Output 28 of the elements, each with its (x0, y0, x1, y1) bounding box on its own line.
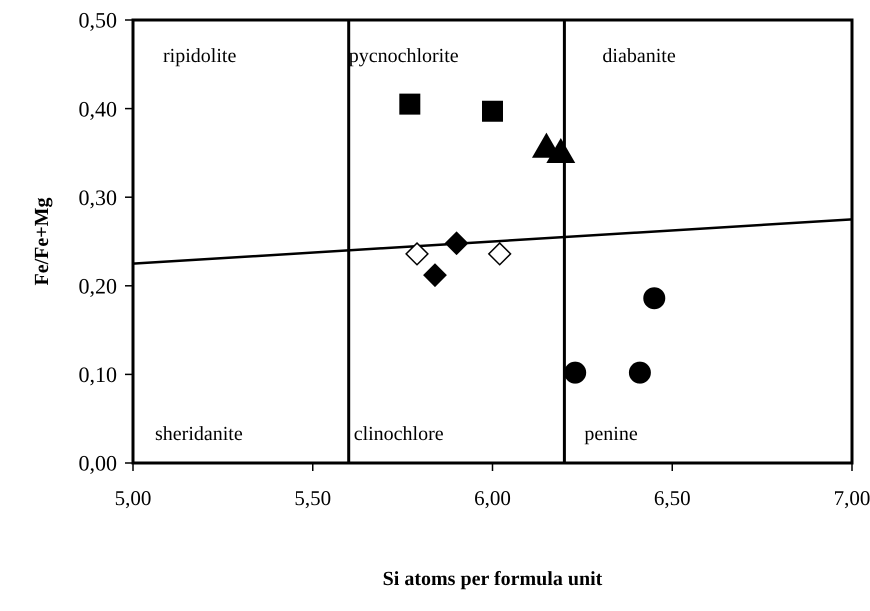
point (628, 362, 651, 384)
y-tick-label: 0,10 (78, 362, 117, 388)
x-tick-label: 5,00 (114, 486, 152, 510)
y-tick-label: 0,40 (78, 96, 117, 122)
point (423, 264, 447, 287)
x-tick-label: 5,50 (294, 486, 332, 510)
y-tick-label: 0,50 (78, 8, 117, 33)
y-tick-label: 0,20 (78, 274, 117, 298)
annotation: clinochlore (354, 423, 444, 445)
y-tick-label: 0,00 (78, 450, 117, 476)
point (399, 94, 420, 115)
annotation: ripidolite (163, 45, 236, 67)
point (444, 232, 468, 255)
annotation: diabanite (602, 45, 676, 67)
y-axis-title: Fe/Fe+Mg (31, 197, 53, 286)
point (405, 242, 429, 266)
annotation: sheridanite (155, 423, 243, 445)
point (482, 100, 503, 122)
x-axis-title: Si atoms per formula unit (382, 568, 603, 590)
x-tick-label: 6,50 (654, 486, 691, 510)
point (488, 242, 512, 266)
y-tick-label: 0,30 (78, 184, 117, 210)
x-tick-label: 6,00 (474, 486, 511, 510)
x-tick-label: 7,00 (834, 486, 870, 510)
point (643, 287, 666, 310)
annotation: pycnochlorite (348, 45, 459, 67)
annotation: penine (584, 423, 638, 445)
point (564, 362, 586, 384)
